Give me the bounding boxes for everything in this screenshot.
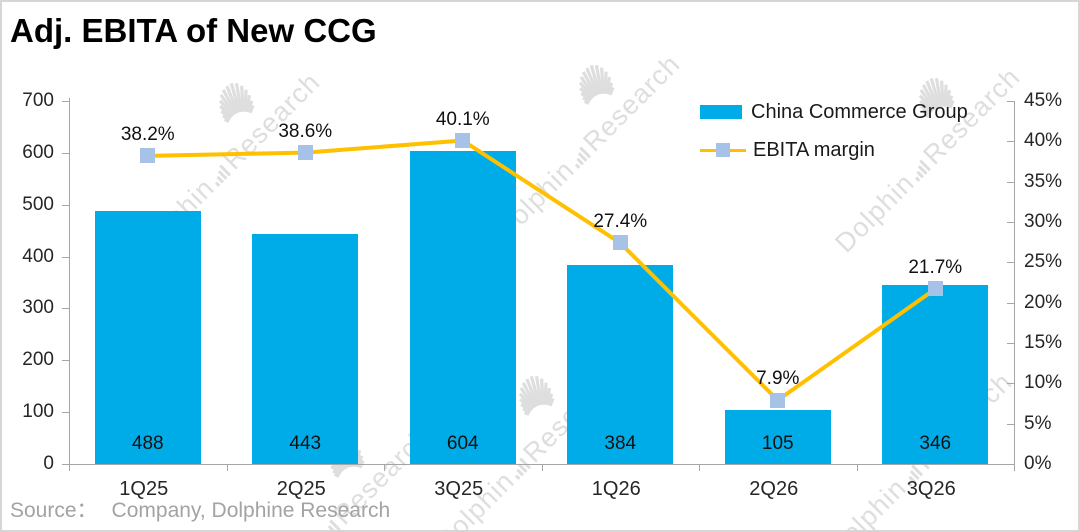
dolphin-logo-watermark-icon	[218, 82, 255, 123]
right-axis-label: 30%	[1024, 211, 1063, 232]
ebita-margin-label: 38.2%	[120, 123, 175, 145]
left-axis-label: 400	[22, 245, 54, 267]
ebita-margin-marker	[140, 148, 156, 164]
x-axis-label-3Q25: 3Q25	[434, 478, 484, 500]
dolphin-logo-watermark-icon	[578, 64, 615, 105]
legend-item-china-commerce-group: China Commerce Group	[700, 100, 968, 124]
left-axis-tick	[62, 360, 69, 362]
legend-label: EBITA margin	[753, 138, 875, 161]
left-axis-label: 600	[22, 141, 54, 163]
right-axis-label: 20%	[1024, 291, 1063, 313]
dolphin-logo-watermark-icon	[918, 77, 955, 118]
right-axis-tick	[1007, 423, 1014, 425]
right-axis-tick	[1007, 343, 1014, 344]
ebita-margin-marker	[770, 392, 786, 408]
x-axis-tick	[384, 464, 385, 471]
x-axis-label-1Q25: 1Q25	[119, 478, 169, 500]
left-axis-label: 200	[22, 349, 54, 371]
x-axis-label-1Q26: 1Q26	[591, 478, 641, 500]
x-axis-tick	[69, 464, 70, 471]
left-axis-tick	[62, 464, 69, 465]
ebita-margin-label: 7.9%	[756, 368, 800, 390]
bar-value-label: 384	[604, 433, 637, 454]
source-note: Source： Company, Dolphine Research	[10, 494, 390, 524]
left-axis-label: 300	[22, 297, 54, 319]
x-axis-label-2Q26: 2Q26	[749, 478, 799, 500]
ebita-margin-marker	[612, 235, 628, 251]
x-axis-label-2Q25: 2Q25	[276, 478, 326, 500]
bar-series-swatch	[700, 105, 742, 119]
ebita-margin-label: 40.1%	[435, 108, 490, 130]
ebita-margin-marker	[455, 133, 471, 149]
ebita-margin-label: 38.6%	[278, 120, 333, 142]
right-axis-tick	[1007, 101, 1014, 102]
left-axis-label: 100	[22, 401, 54, 423]
bar-value-label: 105	[761, 433, 794, 454]
left-axis-tick	[62, 204, 69, 206]
x-axis-tick	[541, 464, 543, 471]
right-axis-label: 15%	[1024, 332, 1063, 353]
right-axis-tick	[1007, 302, 1014, 304]
x-axis-tick	[226, 464, 228, 471]
ebita-margin-marker	[927, 281, 943, 297]
x-axis-tick	[856, 464, 858, 471]
left-axis-tick	[62, 152, 69, 154]
line-swatch-marker	[716, 143, 730, 157]
source-text: Company, Dolphine Research	[111, 499, 391, 522]
left-axis-tick	[62, 308, 69, 310]
right-axis-tick	[1007, 262, 1014, 264]
right-axis-tick	[1007, 222, 1014, 223]
left-axis-label: 0	[43, 453, 54, 474]
legend-label: China Commerce Group	[751, 100, 968, 123]
bar-2Q26	[724, 409, 831, 464]
right-axis-line	[1014, 101, 1015, 464]
chart-title: Adj. EBITA of New CCG	[10, 12, 377, 49]
ebita-margin-label: 21.7%	[908, 256, 963, 278]
ebita-margin-marker	[297, 145, 313, 161]
ebita-margin-label: 27.4%	[593, 210, 648, 232]
right-axis-tick	[1007, 464, 1014, 465]
left-axis-tick	[62, 101, 69, 102]
legend-item-ebita-margin: EBITA margin	[700, 138, 968, 162]
bar-value-label: 488	[131, 433, 164, 454]
right-axis-label: 0%	[1024, 453, 1052, 474]
right-axis-tick	[1007, 141, 1014, 143]
source-prefix: Source：	[10, 499, 98, 522]
left-axis-tick	[62, 256, 69, 258]
right-axis-tick	[1007, 383, 1014, 385]
bar-value-label: 443	[289, 433, 322, 454]
right-axis-label: 40%	[1024, 130, 1063, 152]
x-axis-tick	[1014, 464, 1015, 471]
left-axis-tick	[62, 412, 69, 414]
left-axis-label: 700	[22, 90, 54, 111]
legend: China Commerce Group EBITA margin	[700, 100, 968, 162]
bar-value-label: 604	[446, 433, 479, 454]
x-axis-label-3Q26: 3Q26	[906, 478, 956, 500]
left-axis-label: 500	[22, 193, 54, 215]
right-axis-label: 35%	[1024, 170, 1063, 192]
right-axis-label: 10%	[1024, 372, 1063, 394]
line-series-swatch	[700, 143, 746, 158]
left-axis-line	[69, 98, 70, 464]
right-axis-tick	[1007, 181, 1014, 183]
bar-value-label: 346	[919, 433, 952, 454]
x-axis-tick	[699, 464, 700, 471]
right-axis-label: 45%	[1024, 90, 1063, 111]
right-axis-label: 25%	[1024, 251, 1063, 273]
right-axis-label: 5%	[1024, 412, 1052, 434]
